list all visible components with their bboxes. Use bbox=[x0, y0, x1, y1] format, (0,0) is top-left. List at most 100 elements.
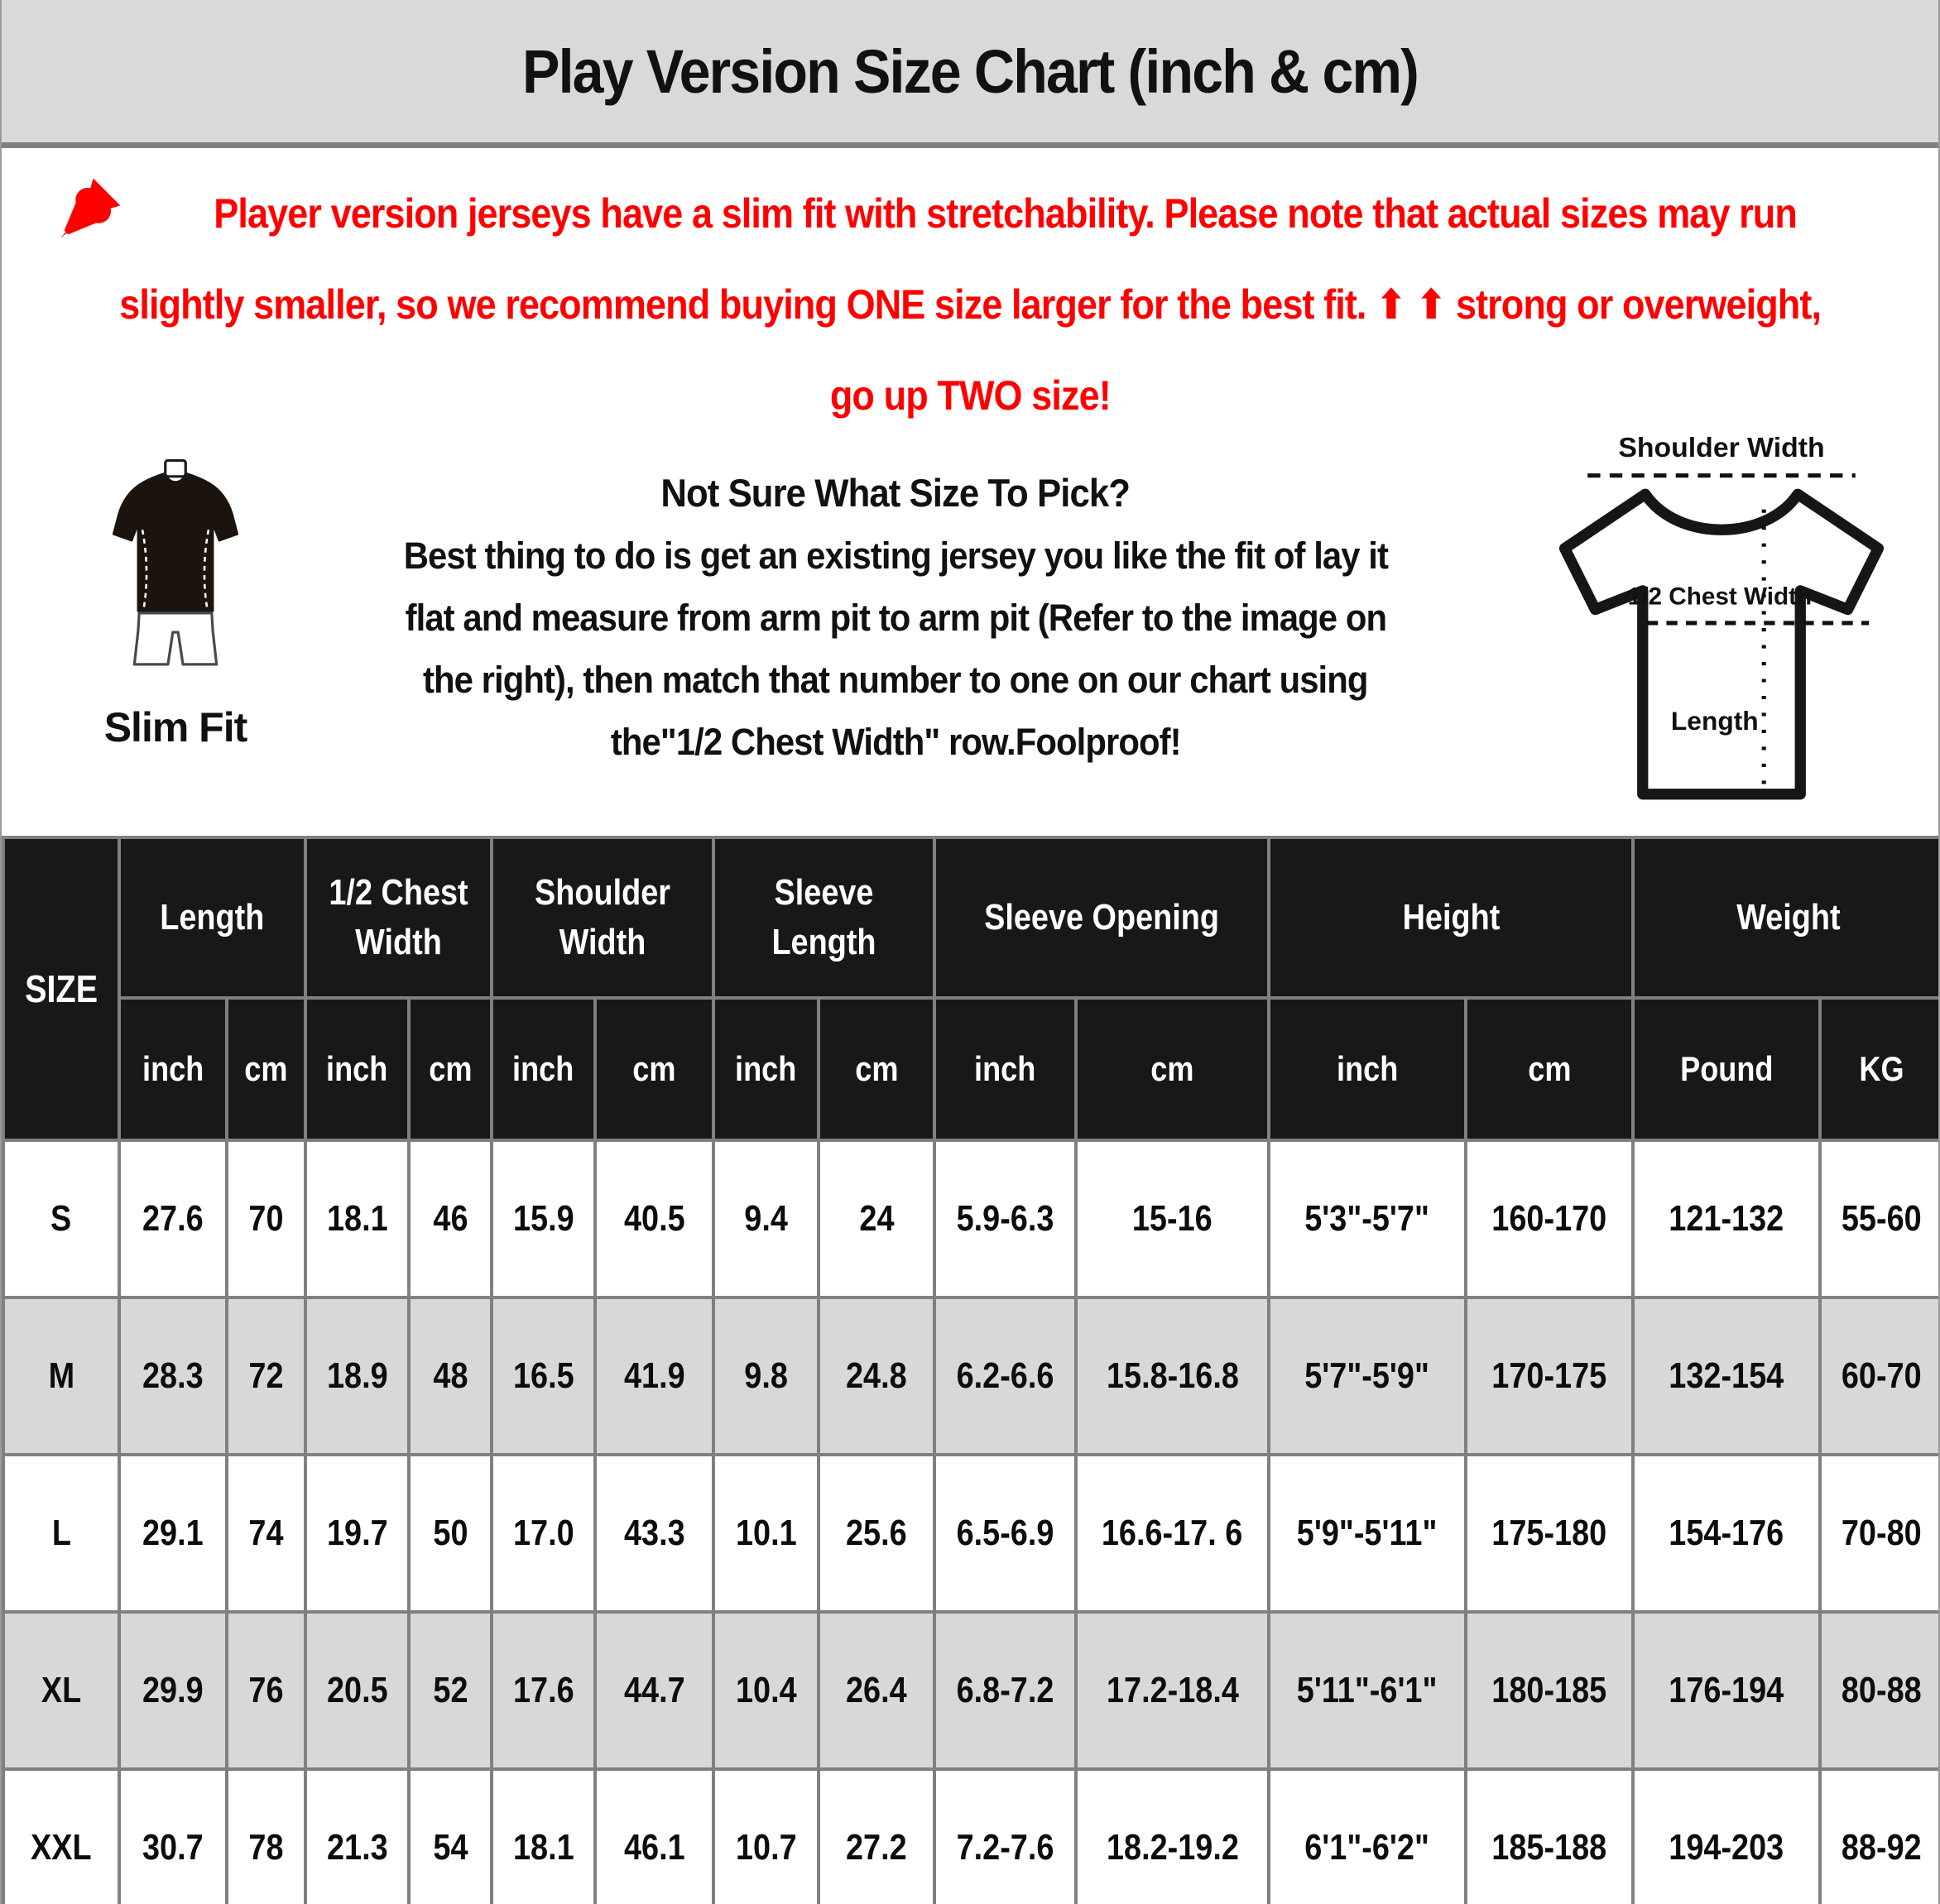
guide-line-4: the"1/2 Chest Width" row.Foolproof! bbox=[610, 721, 1182, 763]
cell-value: M bbox=[48, 1355, 74, 1396]
size-value-cell: 48 bbox=[407, 1296, 494, 1456]
size-value-cell: 5.9-6.3 bbox=[933, 1139, 1078, 1299]
size-value-cell: 176-194 bbox=[1631, 1610, 1822, 1771]
fit-warning-note: Player version jerseys have a slim fit w… bbox=[2, 148, 1938, 430]
col-header-weight: Weight bbox=[1631, 836, 1938, 1000]
cell-value: 18.1 bbox=[326, 1198, 388, 1239]
size-guide-text: Not Sure What Size To Pick? Best thing t… bbox=[300, 462, 1491, 773]
cell-value: 17.6 bbox=[512, 1670, 574, 1710]
warning-line-1: Player version jerseys have a slim fit w… bbox=[2, 168, 1938, 259]
size-row-M: M 28.3 72 18.9 48 16.5 41.9 9.8 24.8 6.2-6.6 15.8-… bbox=[2, 1296, 1938, 1456]
size-label-cell: XL bbox=[2, 1610, 121, 1771]
size-row-L: L 29.1 74 19.7 50 17.0 43.3 10.1 25.6 6.5-6.9 16.6… bbox=[2, 1453, 1938, 1614]
cell-value: 29.1 bbox=[142, 1513, 204, 1553]
cell-value: 7.2-7.6 bbox=[956, 1827, 1054, 1868]
cell-value: 5'3"-5'7" bbox=[1304, 1198, 1430, 1239]
cell-value: S bbox=[50, 1198, 72, 1239]
cell-value: 194-203 bbox=[1669, 1827, 1784, 1868]
cell-value: 15.9 bbox=[512, 1198, 574, 1239]
size-chart-table: SIZE Length 1/2 Chest Width Shoulder Wid… bbox=[2, 836, 1938, 1904]
unit-chest-cm: cm bbox=[407, 996, 494, 1142]
size-value-cell: 46 bbox=[407, 1139, 494, 1299]
cell-value: 5'7"-5'9" bbox=[1304, 1355, 1430, 1396]
measurement-diagram: Shoulder Width 1/2 Chest Width Length bbox=[1510, 420, 1933, 834]
guide-line-1: Best thing to do is get an existing jers… bbox=[403, 535, 1388, 577]
size-value-cell: 7.2-7.6 bbox=[933, 1767, 1078, 1904]
size-value-cell: 29.9 bbox=[118, 1610, 228, 1771]
size-value-cell: 5'9"-5'11" bbox=[1267, 1453, 1468, 1614]
size-value-cell: 76 bbox=[224, 1610, 308, 1771]
cell-value: 60-70 bbox=[1842, 1355, 1922, 1396]
size-value-cell: 17.2-18.4 bbox=[1074, 1610, 1271, 1771]
cell-value: 175-180 bbox=[1491, 1513, 1607, 1553]
size-value-cell: 52 bbox=[407, 1610, 494, 1771]
size-value-cell: 15-16 bbox=[1074, 1139, 1271, 1299]
cell-value: 6.5-6.9 bbox=[956, 1513, 1054, 1553]
cell-value: 9.4 bbox=[744, 1198, 788, 1239]
size-value-cell: 72 bbox=[224, 1296, 308, 1456]
size-value-cell: 9.8 bbox=[712, 1296, 821, 1456]
cell-value: 21.3 bbox=[326, 1827, 388, 1868]
size-value-cell: 55-60 bbox=[1818, 1139, 1938, 1299]
cell-value: XL bbox=[41, 1670, 82, 1710]
cell-value: 48 bbox=[432, 1355, 468, 1396]
cell-value: XXL bbox=[31, 1827, 92, 1868]
cell-value: 132-154 bbox=[1669, 1355, 1784, 1396]
size-row-XL: XL 29.9 76 20.5 52 17.6 44.7 10.4 26.4 6.8-7.2 17.… bbox=[2, 1610, 1938, 1771]
cell-value: 40.5 bbox=[623, 1198, 685, 1239]
cell-value: 160-170 bbox=[1491, 1198, 1607, 1239]
size-value-cell: 30.7 bbox=[118, 1767, 228, 1904]
unit-length-inch: inch bbox=[118, 996, 228, 1142]
size-value-cell: 20.5 bbox=[304, 1610, 411, 1771]
cell-value: 24 bbox=[858, 1198, 895, 1239]
cell-value: 44.7 bbox=[623, 1670, 685, 1710]
size-value-cell: 78 bbox=[224, 1767, 308, 1904]
cell-value: 52 bbox=[432, 1670, 468, 1710]
cell-value: 17.0 bbox=[512, 1513, 574, 1553]
cell-value: 15.8-16.8 bbox=[1106, 1355, 1239, 1396]
size-value-cell: 5'7"-5'9" bbox=[1267, 1296, 1468, 1456]
size-value-cell: 175-180 bbox=[1464, 1453, 1635, 1614]
cell-value: 180-185 bbox=[1491, 1670, 1607, 1710]
size-value-cell: 185-188 bbox=[1464, 1767, 1635, 1904]
size-value-cell: 41.9 bbox=[593, 1296, 716, 1456]
guide-line-2: flat and measure from arm pit to arm pit… bbox=[405, 597, 1386, 639]
cell-value: 18.2-19.2 bbox=[1106, 1827, 1239, 1868]
col-header-height: Height bbox=[1267, 836, 1635, 1000]
size-value-cell: 18.9 bbox=[304, 1296, 411, 1456]
unit-sleeve-length-inch: inch bbox=[712, 996, 821, 1142]
cell-value: 88-92 bbox=[1842, 1827, 1922, 1868]
cell-value: 170-175 bbox=[1491, 1355, 1607, 1396]
size-value-cell: 18.1 bbox=[490, 1767, 598, 1904]
size-value-cell: 6.5-6.9 bbox=[933, 1453, 1078, 1614]
size-value-cell: 154-176 bbox=[1631, 1453, 1822, 1614]
unit-shoulder-inch: inch bbox=[490, 996, 598, 1142]
size-value-cell: 43.3 bbox=[593, 1453, 716, 1614]
size-value-cell: 60-70 bbox=[1818, 1296, 1938, 1456]
cell-value: 19.7 bbox=[326, 1513, 388, 1553]
size-value-cell: 25.6 bbox=[817, 1453, 937, 1614]
size-label-cell: L bbox=[2, 1453, 121, 1614]
warning-line-2: slightly smaller, so we recommend buying… bbox=[119, 281, 1822, 328]
size-value-cell: 160-170 bbox=[1464, 1139, 1635, 1299]
diagram-chest-width-label: 1/2 Chest Width bbox=[1628, 583, 1812, 610]
size-value-cell: 10.7 bbox=[712, 1767, 821, 1904]
size-value-cell: 5'11"-6'1" bbox=[1267, 1610, 1468, 1771]
cell-value: 74 bbox=[248, 1513, 284, 1553]
cell-value: 6.2-6.6 bbox=[956, 1355, 1054, 1396]
cell-value: 24.8 bbox=[846, 1355, 907, 1396]
cell-value: 80-88 bbox=[1842, 1670, 1922, 1710]
pushpin-icon bbox=[60, 178, 121, 238]
unit-sleeve-opening-inch: inch bbox=[933, 996, 1078, 1142]
size-value-cell: 54 bbox=[407, 1767, 494, 1904]
cell-value: 18.9 bbox=[326, 1355, 388, 1396]
cell-value: 27.6 bbox=[142, 1198, 204, 1239]
cell-value: 46.1 bbox=[623, 1827, 685, 1868]
cell-value: 185-188 bbox=[1491, 1827, 1607, 1868]
cell-value: 70 bbox=[248, 1198, 284, 1239]
cell-value: 9.8 bbox=[744, 1355, 788, 1396]
size-value-cell: 80-88 bbox=[1818, 1610, 1938, 1771]
size-value-cell: 180-185 bbox=[1464, 1610, 1635, 1771]
col-header-half-chest-width: 1/2 Chest Width bbox=[304, 836, 494, 1000]
